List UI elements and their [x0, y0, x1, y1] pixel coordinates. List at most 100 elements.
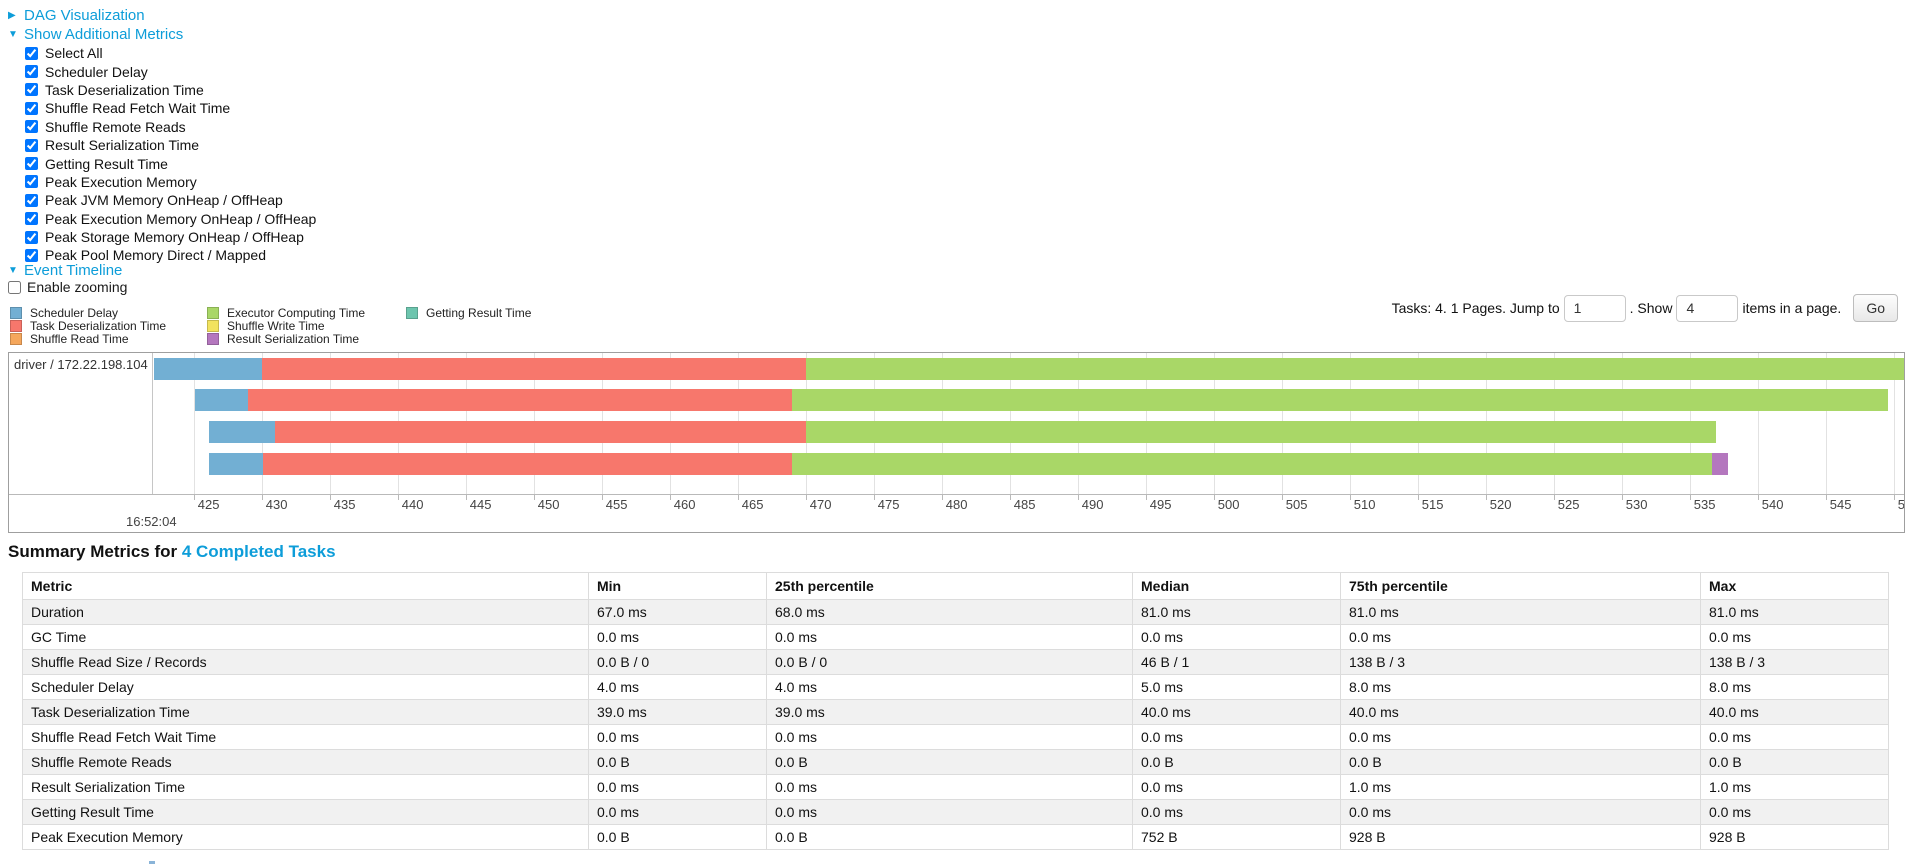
metric-checkbox[interactable]	[25, 101, 38, 115]
metric-value-cell: 81.0 ms	[1340, 599, 1701, 625]
summary-column-header: Metric	[22, 572, 589, 600]
pagination-suffix-text: items in a page.	[1742, 300, 1842, 316]
axis-tick-label: 430	[265, 497, 288, 512]
jump-to-page-input[interactable]	[1563, 294, 1626, 322]
metric-checkbox[interactable]	[25, 138, 38, 152]
metric-checkbox[interactable]	[25, 230, 38, 244]
axis-tick-mark	[1553, 494, 1555, 500]
result-serialization-bar-segment[interactable]	[1711, 453, 1728, 475]
event-timeline-toggle[interactable]: ▼ Event Timeline	[8, 261, 122, 280]
timeline-group-label: driver / 172.22.198.104	[14, 357, 148, 372]
legend-item-label: Task Deserialization Time	[30, 319, 167, 334]
completed-tasks-link[interactable]: 4 Completed Tasks	[181, 542, 336, 561]
scheduler-delay-bar-segment[interactable]	[154, 358, 262, 380]
metric-value-cell: 0.0 ms	[1132, 774, 1341, 800]
metric-checkbox[interactable]	[25, 65, 38, 79]
metric-value-cell: 0.0 B	[766, 749, 1133, 775]
axis-tick-mark	[1825, 494, 1827, 500]
metric-checkbox-row: Task Deserialization Time	[25, 81, 316, 99]
shuffle-read-swatch-icon	[10, 332, 22, 345]
metric-name-cell: Shuffle Read Fetch Wait Time	[22, 724, 589, 750]
axis-tick-label: 450	[537, 497, 560, 512]
metric-value-cell: 8.0 ms	[1700, 674, 1889, 700]
metric-value-cell: 0.0 ms	[766, 624, 1133, 650]
metric-name-cell: Shuffle Read Size / Records	[22, 649, 589, 675]
metric-checkbox[interactable]	[25, 120, 38, 134]
metric-checkbox[interactable]	[25, 46, 38, 60]
metric-checkbox-label: Shuffle Read Fetch Wait Time	[45, 100, 231, 117]
task-deserialization-bar-segment[interactable]	[263, 453, 793, 475]
axis-tick-label: 435	[333, 497, 356, 512]
metric-value-cell: 0.0 ms	[1700, 724, 1889, 750]
metric-checkbox-row: Result Serialization Time	[25, 136, 316, 154]
summary-column-header: Max	[1700, 572, 1889, 600]
go-button[interactable]: Go	[1853, 294, 1898, 322]
metric-value-cell: 0.0 ms	[1340, 724, 1701, 750]
metric-checkbox-label: Peak Execution Memory OnHeap / OffHeap	[45, 210, 317, 227]
legend-item-label: Shuffle Write Time	[227, 319, 325, 334]
metric-checkbox-label: Getting Result Time	[45, 155, 168, 172]
pagination-summary-text: Tasks: 4. 1 Pages. Jump to	[1391, 300, 1560, 316]
metric-name-cell: Shuffle Remote Reads	[22, 749, 589, 775]
legend-item-label: Executor Computing Time	[227, 306, 366, 321]
axis-tick-label: 540	[1761, 497, 1784, 512]
metric-value-cell: 0.0 ms	[1132, 624, 1341, 650]
show-additional-metrics-toggle[interactable]: ▼ Show Additional Metrics	[8, 25, 316, 44]
legend-column: Scheduler Delay Task Deserialization Time…	[10, 306, 167, 346]
axis-tick-mark	[737, 494, 739, 500]
caret-down-icon: ▼	[8, 265, 18, 276]
metric-value-cell: 1.0 ms	[1340, 774, 1701, 800]
timeline-axis-line	[9, 494, 1904, 495]
axis-tick-label: 505	[1285, 497, 1308, 512]
metric-checkbox-row: Peak JVM Memory OnHeap / OffHeap	[25, 191, 316, 209]
metric-checkbox[interactable]	[25, 157, 38, 171]
metric-value-cell: 0.0 ms	[588, 624, 767, 650]
axis-tick-label: 520	[1489, 497, 1512, 512]
metric-checkbox[interactable]	[25, 248, 38, 262]
metric-checkbox[interactable]	[25, 175, 38, 189]
task-deserialization-bar-segment[interactable]	[275, 421, 806, 443]
metric-value-cell: 0.0 ms	[1340, 624, 1701, 650]
metric-value-cell: 67.0 ms	[588, 599, 767, 625]
dag-visualization-toggle[interactable]: ▶ DAG Visualization	[8, 6, 316, 25]
summary-table-header-row: Metric Min 25th percentile Median 75th perce…	[22, 572, 1889, 600]
scheduler-delay-bar-segment[interactable]	[208, 421, 276, 443]
metric-checkbox-label: Scheduler Delay	[45, 63, 148, 80]
enable-zooming-label: Enable zooming	[27, 279, 128, 295]
metric-value-cell: 81.0 ms	[1132, 599, 1341, 625]
summary-column-header: Min	[588, 572, 767, 600]
task-deserialization-swatch-icon	[10, 320, 22, 333]
metric-value-cell: 0.0 B	[588, 824, 767, 850]
metric-value-cell: 4.0 ms	[766, 674, 1133, 700]
metric-checkbox[interactable]	[25, 212, 38, 226]
metric-checkbox-row: Scheduler Delay	[25, 62, 316, 80]
axis-tick-mark	[669, 494, 671, 500]
caret-right-icon: ▶	[8, 10, 16, 21]
metric-value-cell: 1.0 ms	[1700, 774, 1889, 800]
executor-computing-bar-segment[interactable]	[805, 421, 1716, 443]
executor-computing-bar-segment[interactable]	[805, 358, 1904, 380]
metric-value-cell: 46 B / 1	[1132, 649, 1341, 675]
timeline-gridline	[1757, 353, 1759, 494]
axis-tick-label: 525	[1557, 497, 1580, 512]
items-per-page-input[interactable]	[1676, 294, 1739, 322]
task-deserialization-bar-segment[interactable]	[248, 389, 793, 411]
legend-item-label: Scheduler Delay	[30, 306, 119, 321]
legend-item-label: Result Serialization Time	[227, 332, 360, 346]
metric-checkbox[interactable]	[25, 193, 38, 207]
scheduler-delay-bar-segment[interactable]	[195, 389, 249, 411]
scheduler-delay-bar-segment[interactable]	[208, 453, 264, 475]
axis-tick-mark	[1145, 494, 1147, 500]
enable-zooming-checkbox[interactable]	[8, 280, 21, 294]
task-deserialization-bar-segment[interactable]	[261, 358, 806, 380]
legend-column: Getting Result Time	[406, 306, 531, 320]
metric-checkbox[interactable]	[25, 83, 38, 97]
axis-tick-mark	[1485, 494, 1487, 500]
executor-computing-bar-segment[interactable]	[792, 389, 1889, 411]
executor-computing-bar-segment[interactable]	[792, 453, 1712, 475]
summary-title-prefix: Summary Metrics for	[8, 542, 182, 561]
metric-value-cell: 0.0 B	[1340, 749, 1701, 775]
event-timeline-label: Event Timeline	[24, 262, 123, 279]
caret-down-icon: ▼	[8, 29, 18, 40]
axis-tick-mark	[1621, 494, 1623, 500]
